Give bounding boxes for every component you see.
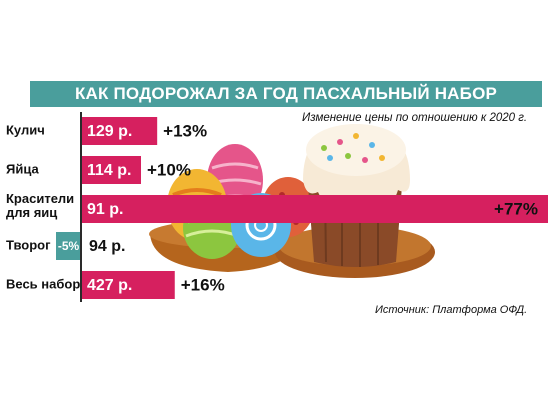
chart-subtitle: Изменение цены по отношению к 2020 г. — [302, 112, 528, 124]
change-label: -5% — [58, 239, 80, 253]
category-label: Красители для яиц — [6, 191, 74, 220]
change-label: +77% — [494, 199, 538, 218]
bars-group: Кулич 129 р. +13% Яйца 114 р. +10% Красители дл… — [6, 117, 548, 299]
chart-title: КАК ПОДОРОЖАЛ ЗА ГОД ПАСХАЛЬНЫЙ НАБОР — [30, 81, 542, 107]
price-bar — [81, 195, 548, 223]
price-label: 427 р. — [87, 277, 132, 294]
change-label: +16% — [181, 275, 225, 294]
category-label: Кулич — [6, 122, 45, 137]
price-label: 129 р. — [87, 123, 132, 140]
axis-divider — [80, 112, 82, 302]
price-bar — [81, 271, 175, 299]
category-label: Яйца — [6, 161, 39, 176]
decrease-bar — [56, 232, 81, 260]
change-label: +10% — [147, 160, 191, 179]
price-label: 114 р. — [87, 162, 131, 179]
price-label: 94 р. — [89, 238, 125, 255]
price-bar — [81, 156, 141, 184]
price-label: 91 р. — [87, 201, 123, 218]
source-note: Источник: Платформа ОФД. — [375, 304, 528, 316]
price-bar — [81, 117, 158, 145]
category-label: Творог — [6, 237, 51, 252]
category-label: Весь набор — [6, 276, 80, 291]
change-label: +13% — [163, 121, 207, 140]
